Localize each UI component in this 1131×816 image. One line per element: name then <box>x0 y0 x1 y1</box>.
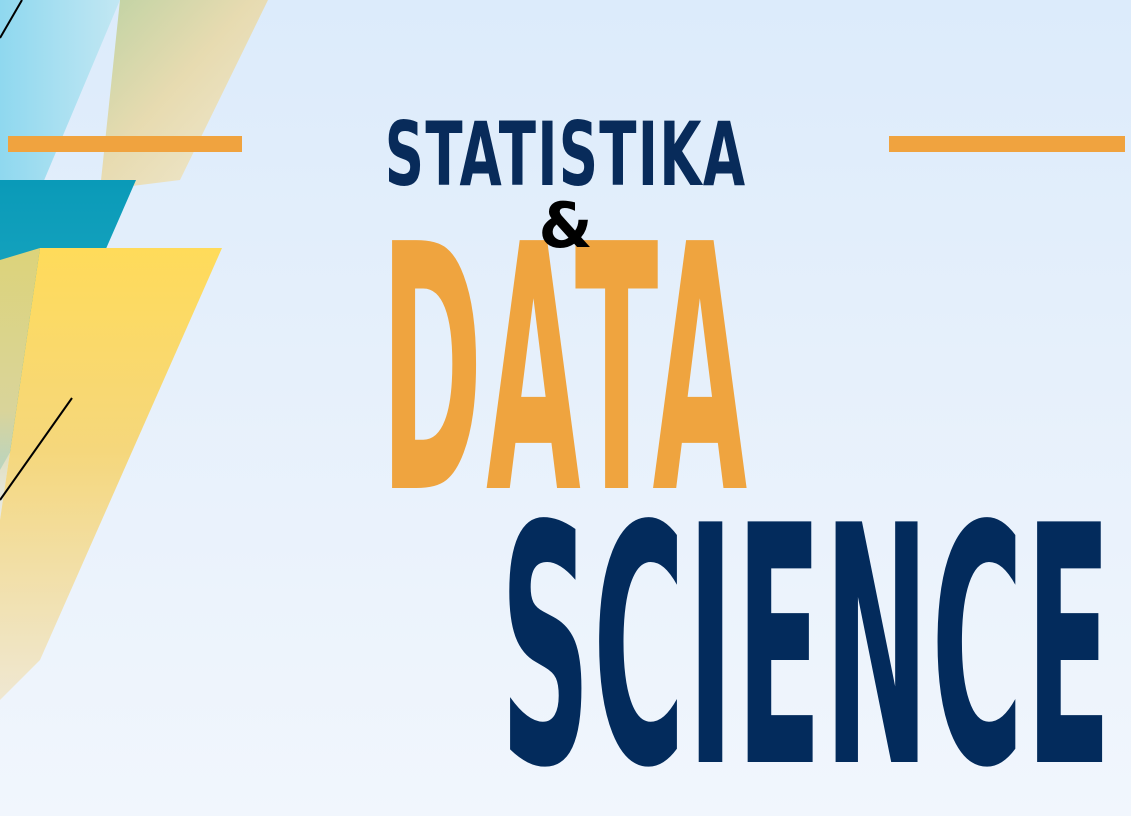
stripe-light-blue <box>0 0 120 300</box>
stripe-line-top <box>0 0 23 39</box>
title-data: DATA <box>380 173 751 569</box>
ampersand: & <box>538 189 593 262</box>
stripe-yellow <box>0 248 222 700</box>
orange-rule-right <box>889 136 1125 152</box>
orange-rule-left <box>8 136 242 152</box>
title-statistika: STATISTIKA <box>384 103 747 206</box>
stripe-line-bottom <box>0 397 73 501</box>
title-science: SCIENCE <box>500 456 1114 816</box>
